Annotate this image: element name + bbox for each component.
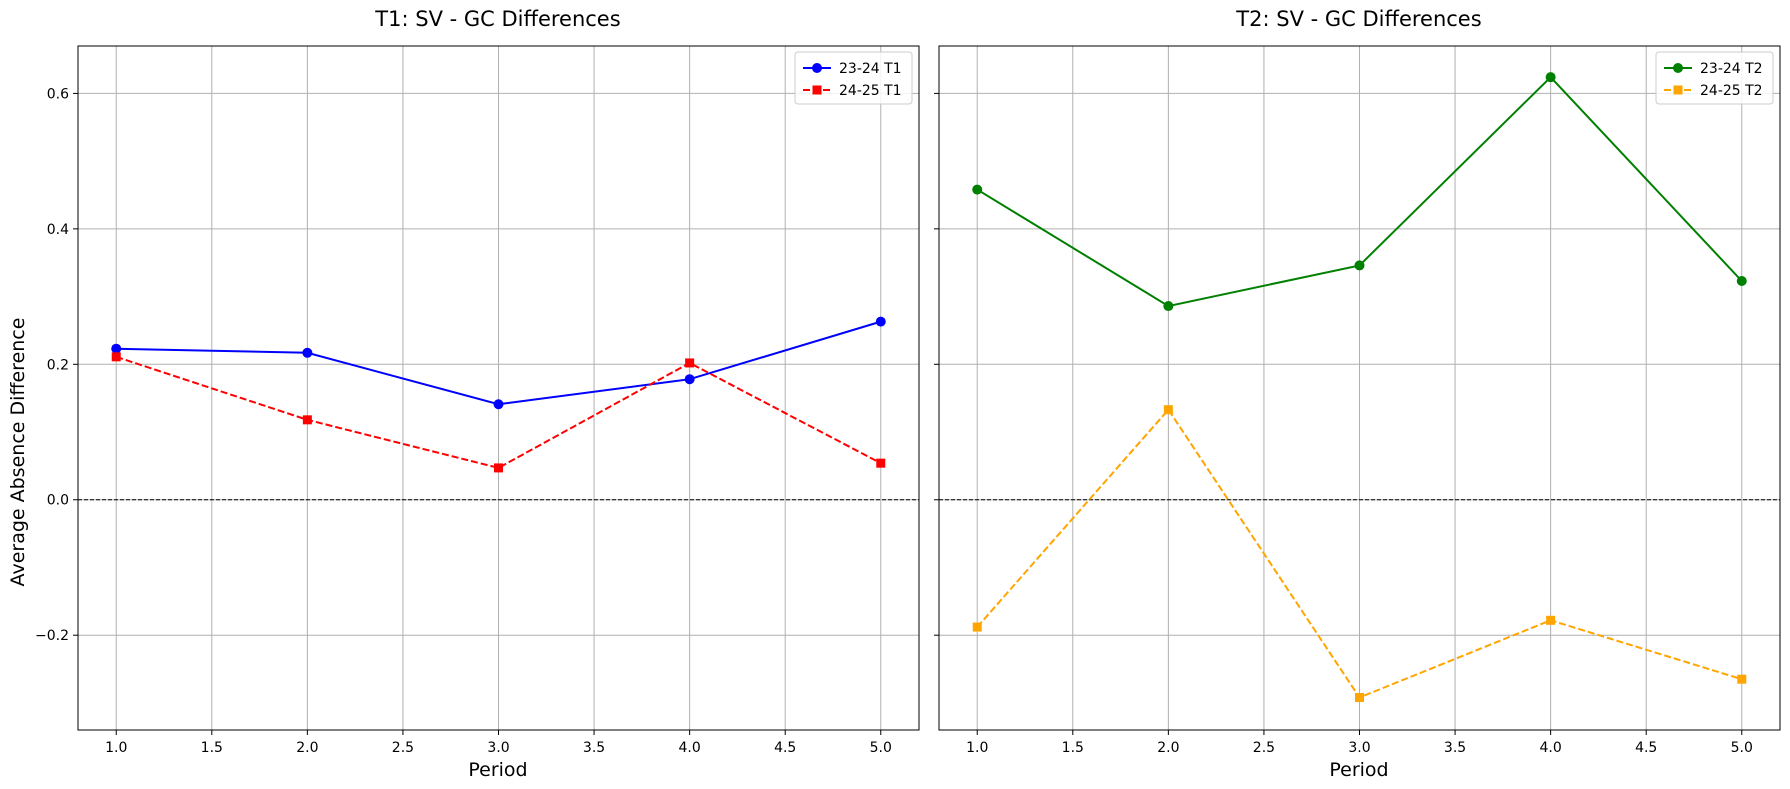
data-point-t1-1-4 (876, 458, 886, 468)
x-tick-label-t2-8: 5.0 (1731, 740, 1753, 756)
series-t2-0 (972, 72, 1747, 312)
series-t1-0 (111, 316, 886, 410)
grid-t2 (939, 46, 1780, 730)
data-point-t2-1-3 (1546, 615, 1556, 625)
data-point-t1-0-3 (684, 374, 695, 385)
series-t2-1 (972, 405, 1747, 702)
x-tick-label-t1-7: 4.5 (774, 740, 796, 756)
panel-t1: T1: SV - GC Differences Period 1.0 1.5 2.0… (35, 7, 920, 781)
legend-t2: 23-24 T2 24-25 T2 (1655, 51, 1774, 105)
data-point-t2-0-3 (1545, 72, 1556, 83)
y-tick-label-t1-4: 0.6 (47, 86, 69, 102)
chart-title-t1: T1: SV - GC Differences (374, 7, 620, 31)
y-tick-label-t1-0: −0.2 (35, 628, 69, 644)
x-tick-label-t2-7: 4.5 (1635, 740, 1657, 756)
x-tick-label-t1-1: 1.5 (201, 740, 223, 756)
legend-label-t1-1: 24-25 T1 (839, 83, 902, 99)
x-tick-label-t2-2: 2.0 (1157, 740, 1179, 756)
data-point-t2-0-2 (1354, 260, 1365, 271)
data-point-t1-0-2 (493, 399, 504, 410)
x-axis-label-t2: Period (1329, 759, 1388, 781)
data-point-t2-1-1 (1163, 405, 1173, 415)
y-tick-label-t1-3: 0.4 (47, 222, 69, 238)
grid-t1 (78, 46, 919, 730)
x-tick-label-t1-5: 3.5 (583, 740, 605, 756)
legend-marker-t2-1 (1673, 85, 1683, 95)
x-tick-label-t2-4: 3.0 (1348, 740, 1370, 756)
x-tick-label-t2-5: 3.5 (1444, 740, 1466, 756)
x-tick-label-t1-0: 1.0 (105, 740, 127, 756)
x-tick-label-t1-2: 2.0 (296, 740, 318, 756)
axes-frame-t2 (938, 45, 1781, 731)
x-tick-label-t1-3: 2.5 (392, 740, 414, 756)
data-point-t2-1-2 (1355, 692, 1364, 702)
x-tick-label-t2-6: 4.0 (1540, 740, 1562, 756)
data-point-t1-0-4 (875, 316, 886, 327)
y-tick-label-t1-2: 0.2 (47, 357, 69, 373)
x-tick-label-t2-1: 1.5 (1062, 740, 1084, 756)
legend-label-t2-1: 24-25 T2 (1700, 83, 1763, 99)
series-line-t1-1 (115, 355, 882, 469)
data-point-t1-1-3 (685, 358, 695, 368)
y-tick-label-t1-1: 0.0 (47, 493, 69, 509)
data-point-t2-1-4 (1737, 674, 1747, 684)
x-tick-label-t1-6: 4.0 (679, 740, 701, 756)
data-point-t2-0-0 (972, 184, 983, 195)
data-point-t1-1-0 (111, 352, 121, 362)
axes-frame-t1 (77, 45, 920, 731)
legend-marker-t1-0 (812, 63, 822, 73)
x-tick-label-t1-4: 3.0 (487, 740, 509, 756)
x-tick-label-t1-8: 5.0 (870, 740, 892, 756)
chart-title-t2: T2: SV - GC Differences (1235, 7, 1481, 31)
legend-marker-t2-0 (1673, 63, 1683, 73)
data-point-t1-0-1 (302, 347, 313, 358)
x-tick-label-t2-3: 2.5 (1253, 740, 1275, 756)
y-axis-label: Average Absence Difference (7, 318, 29, 587)
legend-marker-t1-1 (812, 85, 822, 95)
data-point-t2-1-0 (972, 622, 982, 632)
series-t1-1 (111, 352, 886, 473)
data-point-t1-1-2 (494, 463, 503, 473)
data-point-t2-0-1 (1163, 301, 1174, 312)
data-point-t2-0-4 (1736, 275, 1747, 286)
legend-label-t1-0: 23-24 T1 (839, 61, 902, 77)
legend-t1: 23-24 T1 24-25 T1 (794, 51, 913, 105)
x-tick-label-t2-0: 1.0 (966, 740, 988, 756)
x-axis-label-t1: Period (468, 759, 527, 781)
data-point-t1-0-0 (111, 343, 122, 354)
legend-label-t2-0: 23-24 T2 (1700, 61, 1763, 77)
data-point-t1-1-1 (302, 415, 312, 425)
panel-t2: T2: SV - GC Differences Period 1.0 1.5 2.0… (934, 7, 1781, 781)
